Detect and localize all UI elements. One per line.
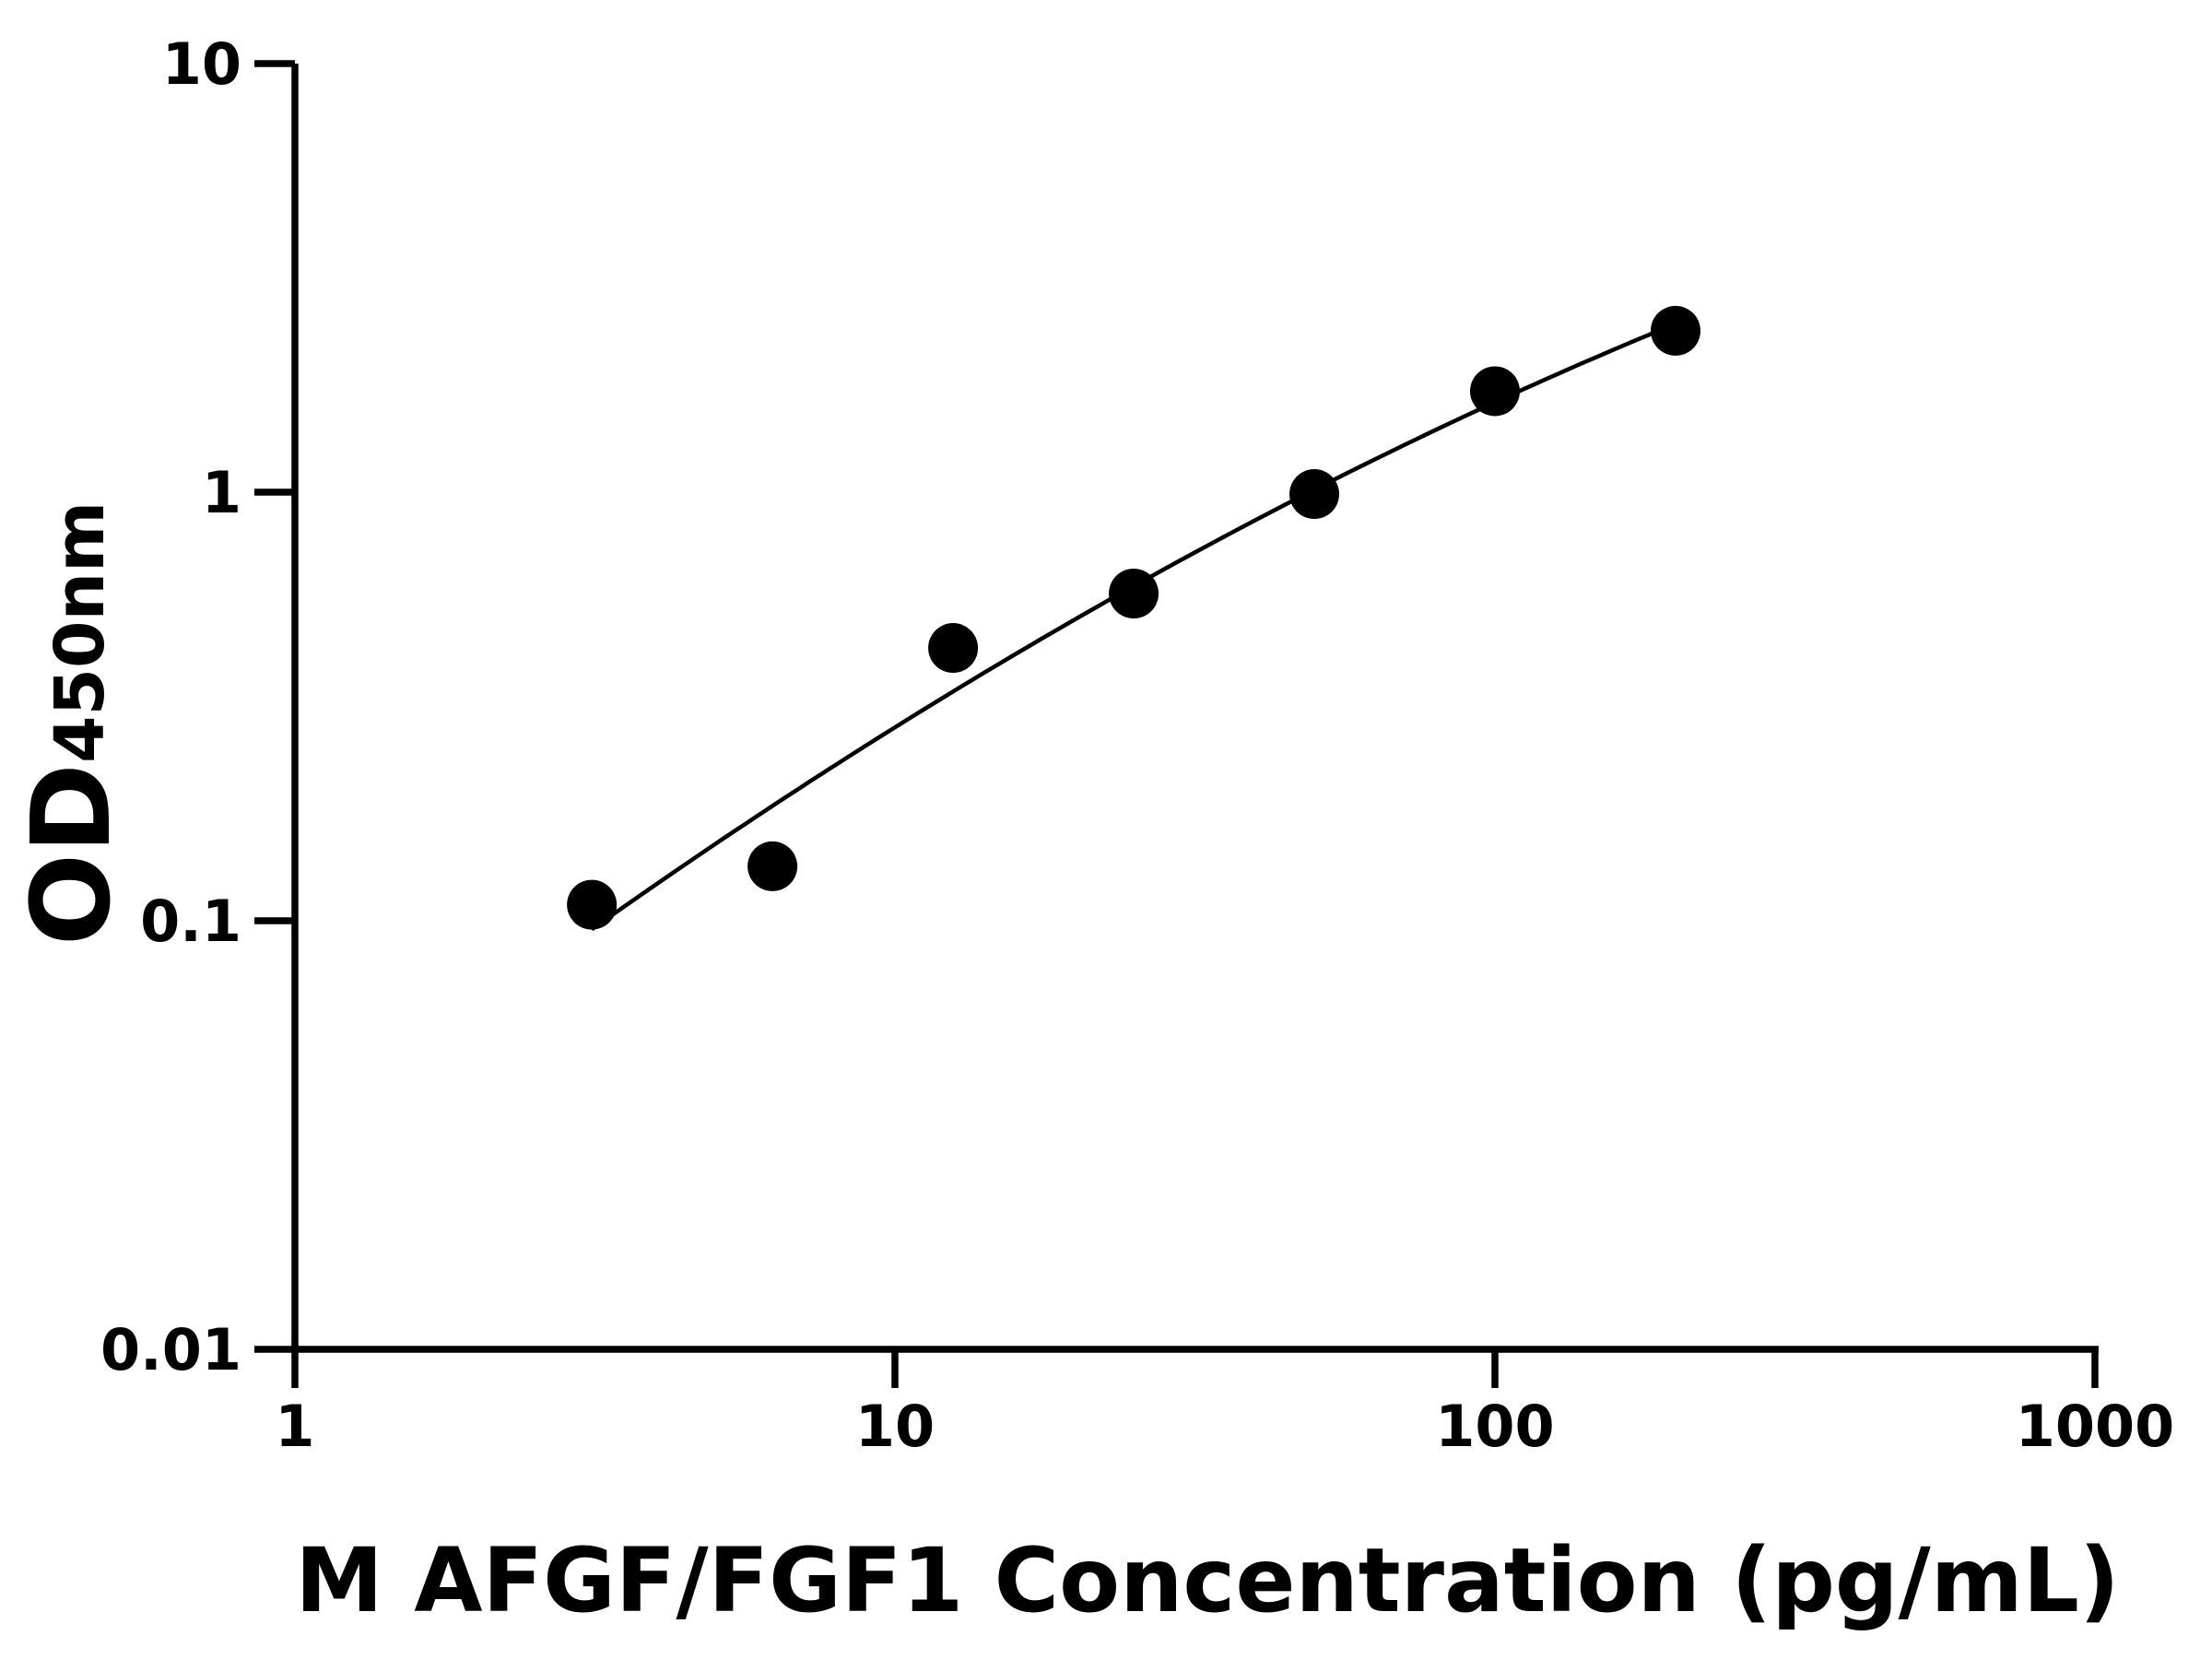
- y-tick-label: 0.01: [100, 1316, 241, 1383]
- y-tick-label: 0.1: [140, 888, 241, 955]
- x-tick-label: 1000: [2016, 1393, 2175, 1460]
- data-point: [1470, 366, 1520, 417]
- fit-curve-layer: [590, 322, 1677, 932]
- data-point: [928, 623, 979, 674]
- y-axis-title-main: OD: [7, 763, 135, 946]
- data-point: [1289, 469, 1340, 520]
- data-point: [567, 879, 618, 930]
- x-tick-label: 10: [855, 1393, 935, 1460]
- y-axis-title: OD450nm: [7, 501, 135, 947]
- data-point: [1109, 569, 1159, 619]
- data-point: [1650, 305, 1700, 356]
- data-point: [747, 841, 798, 891]
- y-tick-label: 1: [202, 459, 241, 526]
- x-tick-label: 1: [275, 1393, 314, 1460]
- x-axis-title: M AFGF/FGF1 Concentration (pg/mL): [295, 1529, 2120, 1632]
- x-tick-label: 100: [1435, 1393, 1554, 1460]
- data-points: [567, 305, 1700, 930]
- y-axis-title-sub: 450nm: [41, 501, 120, 763]
- y-tick-label: 10: [162, 30, 241, 98]
- axes: 0.01 0.1 1 10 1 10 100 1000: [100, 30, 2174, 1460]
- fit-curve: [590, 322, 1677, 932]
